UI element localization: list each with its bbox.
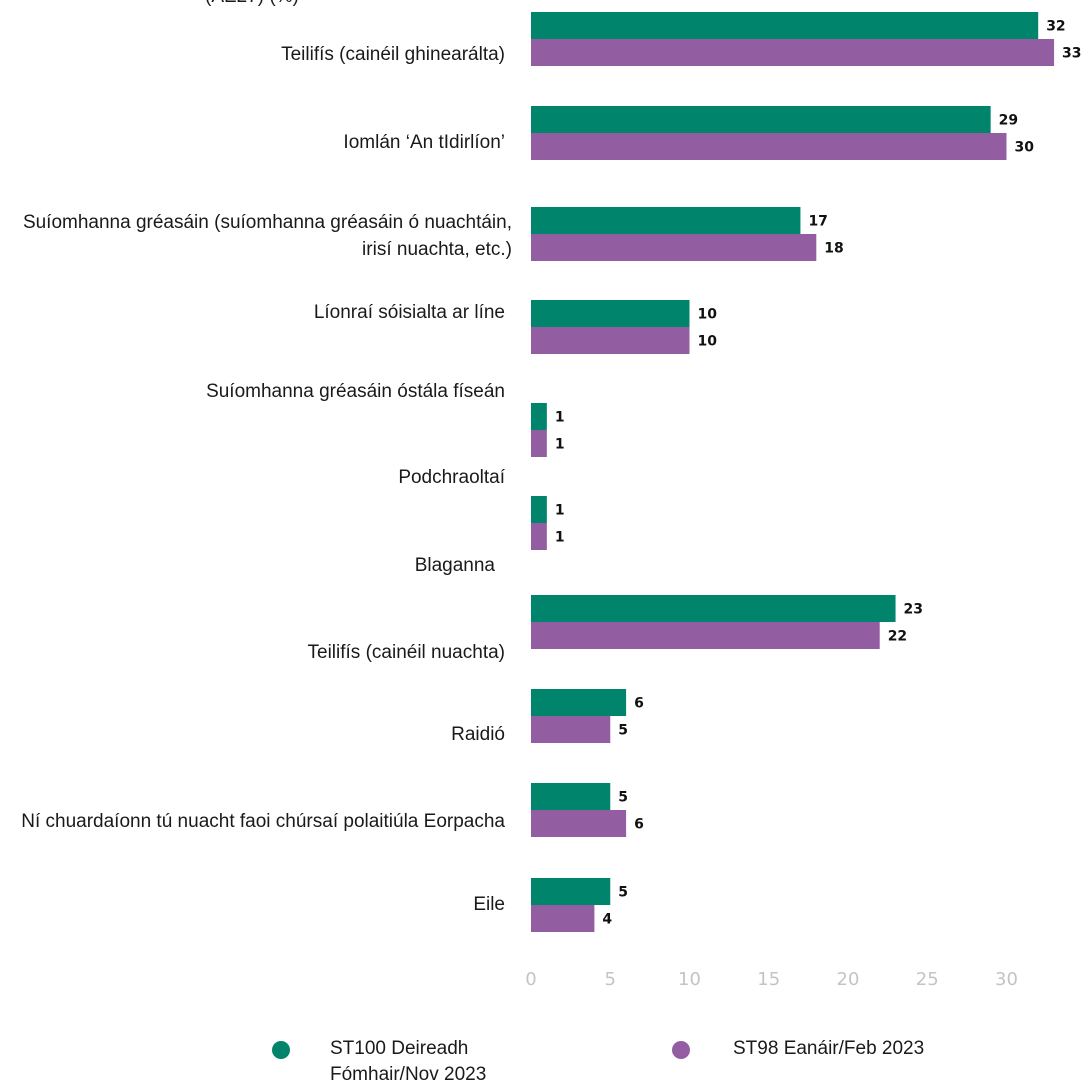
data-label: 22: [888, 629, 907, 645]
legend-label-st100: ST100 Deireadh Fómhair/Nov 2023: [330, 1038, 487, 1085]
data-label: 1: [555, 503, 565, 519]
bar: [531, 496, 547, 523]
bar: [531, 327, 690, 354]
bar: [531, 689, 627, 716]
bar: [531, 39, 1055, 66]
data-label: 32: [1046, 19, 1065, 35]
data-label: 10: [698, 334, 718, 350]
category-label: Iomlán ‘An tIdirlíon’: [343, 132, 505, 153]
bar: [531, 783, 611, 810]
x-tick-label: 0: [525, 969, 536, 990]
legend-label-st98: ST98 Eanáir/Feb 2023: [733, 1038, 925, 1059]
data-label: 10: [698, 307, 718, 323]
category-label: Suíomhanna gréasáin óstála físeán: [206, 381, 505, 402]
data-label: 6: [634, 696, 644, 712]
bar: [531, 595, 896, 622]
x-tick-label: 15: [757, 969, 780, 990]
bar: [531, 234, 817, 261]
data-label: 1: [555, 410, 565, 426]
category-label: Blaganna: [414, 555, 495, 576]
x-tick-label: 30: [995, 969, 1018, 990]
bar: [531, 207, 801, 234]
bar: [531, 622, 880, 649]
data-label: 1: [555, 530, 565, 546]
category-label: Líonraí sóisialta ar líne: [313, 302, 505, 323]
bar: [531, 810, 627, 837]
category-label: Teilifís (cainéil nuachta): [307, 642, 505, 663]
bar: [531, 523, 547, 550]
bar: [531, 300, 690, 327]
data-label: 5: [618, 723, 628, 739]
category-label: Teilifís (cainéil ghinearálta): [281, 44, 505, 65]
bar: [531, 403, 547, 430]
bar: [531, 12, 1039, 39]
category-label: Eile: [473, 894, 505, 915]
bar: [531, 106, 991, 133]
data-label: 29: [999, 113, 1018, 129]
data-label: 18: [824, 241, 843, 257]
x-tick-label: 10: [678, 969, 701, 990]
data-label: 33: [1062, 46, 1081, 62]
data-label: 17: [808, 214, 827, 230]
data-label: 30: [1015, 140, 1035, 156]
x-tick-label: 5: [605, 969, 616, 990]
data-label: 1: [555, 437, 565, 453]
data-label: 5: [618, 790, 628, 806]
legend-dot-st100: [272, 1041, 290, 1059]
x-tick-label: 20: [837, 969, 860, 990]
bar: [531, 905, 595, 932]
category-label: Raidió: [451, 724, 505, 745]
category-label: Suíomhanna gréasáin (suíomhanna gréasáin…: [22, 212, 512, 260]
data-label: 23: [904, 602, 923, 618]
bar: [531, 133, 1007, 160]
legend-dot-st98: [672, 1041, 690, 1059]
chart-top-label: (AE27) (%): [205, 0, 299, 8]
bar: [531, 716, 611, 743]
data-label: 6: [634, 817, 644, 833]
bar: [531, 878, 611, 905]
x-tick-label: 25: [916, 969, 939, 990]
data-label: 5: [618, 885, 628, 901]
bar: [531, 430, 547, 457]
category-label: Ní chuardaíonn tú nuacht faoi chúrsaí po…: [21, 811, 505, 832]
data-label: 4: [602, 912, 612, 928]
category-label: Podchraoltaí: [398, 467, 505, 488]
